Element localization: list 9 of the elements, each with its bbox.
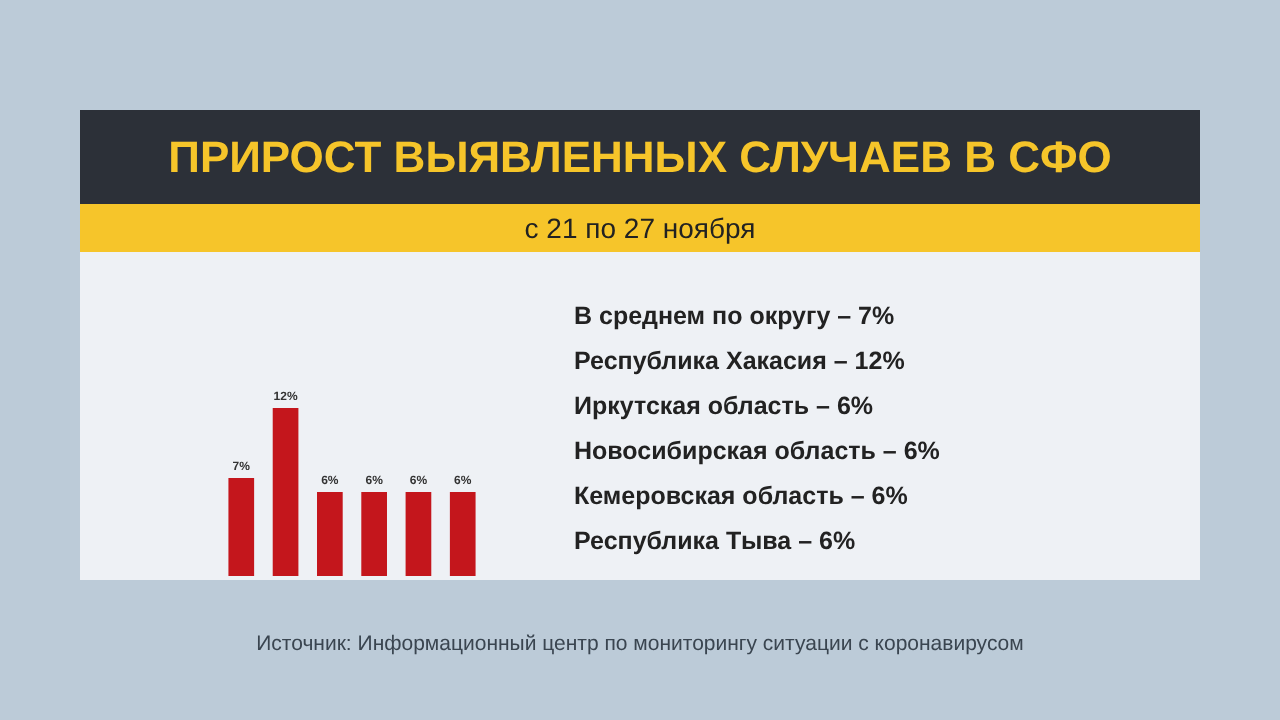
text: Иркутская область – 6%	[574, 392, 874, 420]
text: Республика Хакасия – 12%	[574, 347, 905, 375]
text: Республика Тыва – 6%	[574, 527, 856, 555]
text: Источник: Информационный центр по мониторингу ситуации с коронавирусом	[256, 632, 1024, 656]
text: с 21 по 27 ноября	[524, 212, 756, 244]
text: ПРИРОСТ ВЫЯВЛЕННЫХ СЛУЧАЕВ В СФО	[168, 132, 1112, 182]
text: Кемеровская область – 6%	[574, 482, 908, 510]
text: В среднем по округу – 7%	[574, 302, 895, 330]
text: Новосибирская область – 6%	[574, 437, 940, 465]
